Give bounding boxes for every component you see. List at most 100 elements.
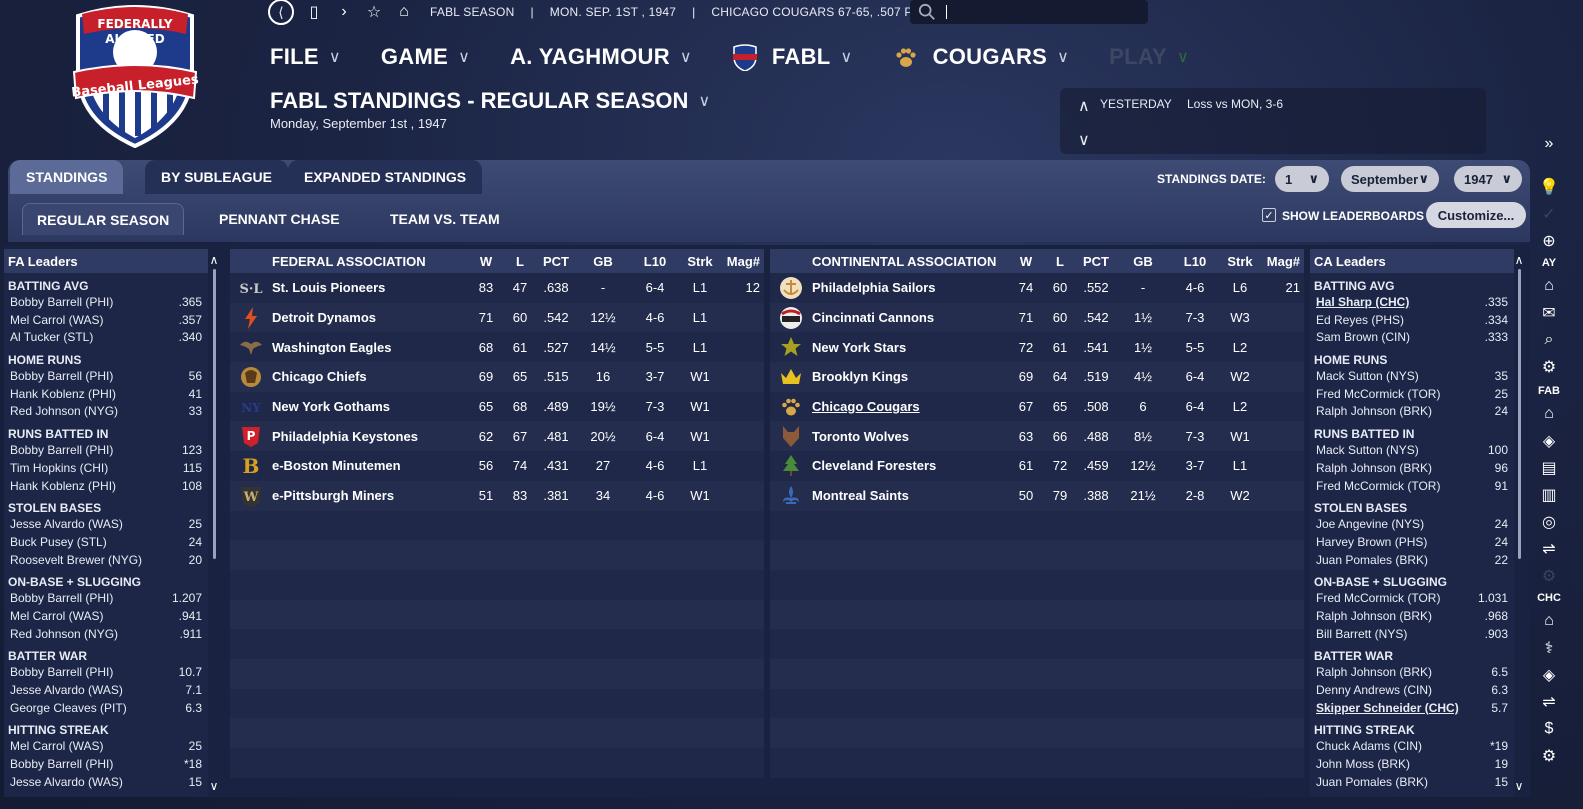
team-logo[interactable] [770, 335, 812, 359]
chevron-down-icon[interactable]: ∨ [209, 779, 219, 793]
team-name[interactable]: e-Pittsburgh Miners [272, 488, 395, 504]
team-name[interactable]: New York Gothams [272, 399, 390, 415]
column-header[interactable]: Strk [687, 253, 713, 269]
chevron-down-icon[interactable]: ∨ [1078, 132, 1090, 149]
team-logo[interactable]: NY [230, 395, 272, 419]
table-row[interactable]: New York Stars 72 61 .541 1½ 5-5 L2 [770, 332, 1304, 363]
team-name[interactable]: St. Louis Pioneers [272, 280, 386, 296]
tab-regular-season[interactable]: REGULAR SEASON [22, 203, 185, 235]
team-name[interactable]: Philadelphia Keystones [272, 428, 418, 444]
tab-by-subleague[interactable]: BY SUBLEAGUE [145, 160, 288, 194]
menu-file[interactable]: FILE ∨ [270, 44, 341, 69]
team-logo[interactable] [230, 306, 272, 330]
table-row[interactable]: Chicago Cougars 67 65 .508 6 6-4 L2 [770, 391, 1304, 422]
table-row[interactable]: Brooklyn Kings 69 64 .519 4½ 6-4 W2 [770, 362, 1304, 392]
column-header[interactable]: Strk [1227, 253, 1253, 269]
year-select[interactable]: 1947 ∨ [1454, 166, 1522, 192]
table-row[interactable]: Toronto Wolves 63 66 .488 8½ 7-3 W1 [770, 421, 1304, 452]
team-logo[interactable] [770, 395, 812, 419]
column-header[interactable]: W [479, 253, 493, 269]
table-row[interactable]: Philadelphia Sailors 74 60 .552 - 4-6 L6 21 [770, 273, 1304, 303]
team-name[interactable]: Cincinnati Cannons [812, 310, 935, 326]
column-header[interactable]: L [1056, 253, 1064, 269]
column-header[interactable]: GB [1133, 253, 1153, 269]
transactions-icon[interactable]: ⇌ [1542, 693, 1556, 711]
home-icon[interactable]: ⌂ [399, 3, 409, 20]
team-name[interactable]: Chicago Chiefs [272, 369, 367, 385]
breadcrumb-date[interactable]: MON. SEP. 1ST , 1947 [549, 5, 677, 19]
team-logo[interactable] [770, 306, 812, 330]
gear-icon[interactable]: ⚙ [1541, 567, 1557, 585]
stethoscope-icon[interactable]: ⚕ [1544, 639, 1554, 657]
team-name[interactable]: Montreal Saints [812, 488, 909, 504]
star-icon[interactable]: ☆ [366, 4, 382, 21]
table-row[interactable]: Chicago Chiefs 69 65 .515 16 3-7 W1 [230, 362, 764, 392]
leader-row[interactable]: Hal Sharp (CHC) .335 [1310, 294, 1514, 312]
table-row[interactable]: P Philadelphia Keystones 62 67 .481 20½ 6-4 W1 [230, 421, 764, 452]
transactions-icon[interactable]: ⇌ [1542, 540, 1556, 558]
table-row[interactable]: Montreal Saints 50 79 .388 21½ 2-8 W2 [770, 480, 1304, 511]
table-row[interactable]: Detroit Dynamos 71 60 .542 12½ 4-6 L1 [230, 302, 764, 333]
team-name[interactable]: Brooklyn Kings [812, 369, 909, 385]
gear-icon[interactable]: ⚙ [1541, 747, 1557, 765]
column-header[interactable]: Mag# [1266, 253, 1300, 269]
team-logo[interactable]: W [230, 484, 272, 508]
column-header[interactable]: PCT [543, 253, 569, 269]
chevron-up-icon[interactable]: ∧ [1514, 253, 1524, 267]
team-name[interactable]: Philadelphia Sailors [812, 280, 936, 296]
column-header[interactable]: L10 [643, 253, 667, 269]
chevron-up-icon[interactable]: ∧ [1078, 98, 1090, 115]
show-leaderboards-checkbox[interactable]: ✓ [1262, 208, 1276, 222]
fa-leaders-scrollbar[interactable]: ∧ ∨ [209, 253, 219, 793]
fabl-logo[interactable]: FEDERALLY ALIGNED Baseball Leagues [70, 2, 200, 148]
back-icon[interactable]: ⟨ [268, 0, 294, 25]
chevron-down-icon[interactable]: ∨ [1514, 779, 1524, 793]
lightbulb-icon[interactable]: 💡 [1539, 178, 1559, 196]
team-logo[interactable] [770, 365, 812, 389]
page-icon[interactable]: ▯ [309, 4, 319, 21]
team-logo[interactable] [770, 484, 812, 508]
baseball-icon[interactable]: ◎ [1542, 513, 1556, 531]
search-icon[interactable]: ⌕ [1544, 330, 1554, 348]
team-logo[interactable]: P [230, 424, 272, 448]
news-item[interactable]: Loss vs MON, 3-6 [1187, 97, 1284, 111]
globe-icon[interactable]: ⊕ [1542, 232, 1556, 250]
customize-button[interactable]: Customize... [1426, 202, 1526, 228]
scroll-thumb[interactable] [1517, 269, 1521, 559]
team-logo[interactable] [770, 276, 812, 300]
column-header[interactable]: W [1019, 253, 1033, 269]
team-logo[interactable]: B [230, 454, 272, 478]
page-title[interactable]: FABL STANDINGS - REGULAR SEASON ∨ [270, 88, 711, 113]
home-icon[interactable]: ⌂ [1544, 404, 1554, 422]
table-row[interactable]: S·L St. Louis Pioneers 83 47 .638 - 6-4 L1 12 [230, 273, 764, 303]
player-name[interactable]: Hal Sharp (CHC) [1316, 295, 1410, 309]
scroll-thumb[interactable] [212, 269, 216, 559]
forward-icon[interactable]: › [341, 3, 347, 20]
search-input[interactable] [910, 0, 1148, 24]
location-icon[interactable]: ◈ [1542, 666, 1556, 684]
menu-play[interactable]: PLAY ∨ [1109, 44, 1190, 69]
tab-team-vs-team[interactable]: TEAM VS. TEAM [390, 211, 500, 227]
gear-icon[interactable]: ⚙ [1541, 358, 1557, 376]
table-row[interactable]: Cleveland Foresters 61 72 .459 12½ 3-7 L1 [770, 451, 1304, 481]
table-row[interactable]: Cincinnati Cannons 71 60 .542 1½ 7-3 W3 [770, 302, 1304, 333]
team-name[interactable]: New York Stars [812, 339, 907, 355]
menu-manager[interactable]: A. YAGHMOUR ∨ [510, 44, 692, 69]
tab-expanded-standings[interactable]: EXPANDED STANDINGS [288, 160, 483, 194]
ca-leaders-scrollbar[interactable]: ∧ ∨ [1514, 253, 1524, 793]
breadcrumb-season[interactable]: FABL SEASON [430, 5, 515, 19]
bar-chart-icon[interactable]: ▥ [1541, 486, 1557, 504]
chevron-up-icon[interactable]: ∧ [209, 253, 219, 267]
show-leaderboards-label[interactable]: SHOW LEADERBOARDS [1282, 209, 1425, 223]
home-icon[interactable]: ⌂ [1544, 276, 1554, 294]
mail-icon[interactable]: ✉ [1542, 304, 1556, 322]
column-header[interactable]: PCT [1083, 253, 1109, 269]
team-name[interactable]: Washington Eagles [272, 339, 392, 355]
tab-standings[interactable]: STANDINGS [10, 160, 124, 194]
id-card-icon[interactable]: ▤ [1541, 459, 1557, 477]
team-name[interactable]: Cleveland Foresters [812, 458, 937, 474]
day-select[interactable]: 1 ∨ [1275, 166, 1329, 192]
team-name[interactable]: Chicago Cougars [812, 399, 920, 415]
location-icon[interactable]: ◈ [1542, 432, 1556, 450]
